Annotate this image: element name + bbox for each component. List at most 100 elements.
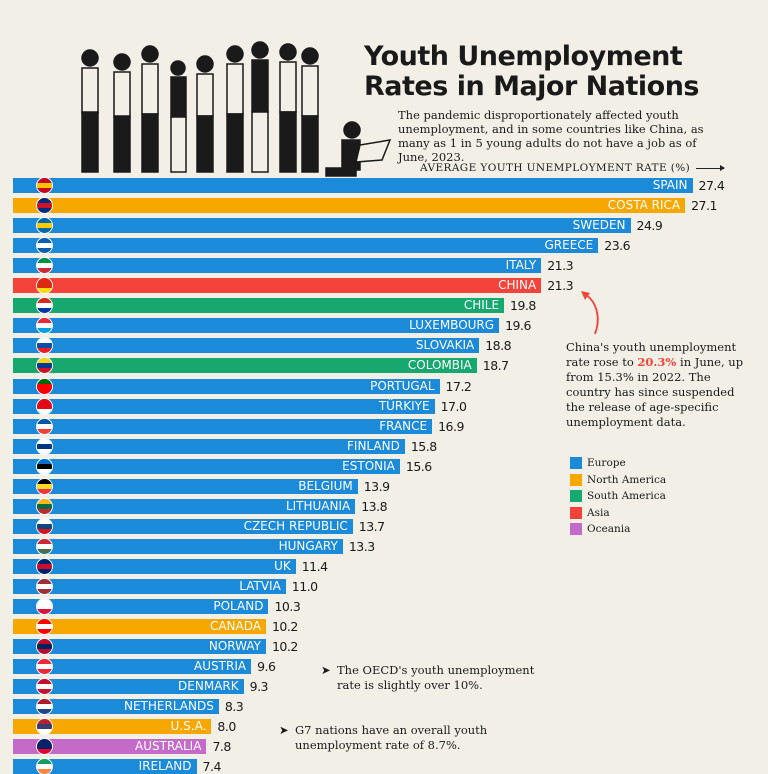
value-label: 15.8 [410,438,437,454]
value-label: 7.4 [202,759,222,774]
bar-sweden [13,218,631,234]
flag-icon [37,198,52,214]
flag-icon [37,518,52,534]
flag-icon [37,498,52,514]
chart-subtitle: The pandemic disproportionately affected… [398,108,704,164]
legend-swatch [570,506,582,519]
bar-poland [13,599,269,615]
category-label: TÜRKIYE [378,398,430,413]
bar-netherlands [13,699,219,715]
value-label: 19.8 [510,298,536,314]
category-label: COSTA RICA [607,198,681,213]
category-label: ESTONIA [342,458,395,473]
flag-icon [37,238,52,254]
category-label: LUXEMBOURG [409,318,495,333]
value-label: 17.2 [445,378,472,394]
value-label: 19.6 [505,318,531,334]
flag-icon [37,579,52,594]
category-label: AUSTRIA [194,659,247,674]
flag-icon [37,558,52,574]
category-label: FINLAND [347,438,400,453]
bar-chile [13,298,505,314]
value-label: 21.3 [547,258,574,274]
legend-swatch [570,457,582,470]
category-label: DENMARK [178,679,239,694]
flag-icon [37,438,52,454]
value-label: 23.6 [604,238,631,254]
bar-australia [13,739,207,755]
bar-colombia [13,358,477,374]
value-label: 24.9 [636,218,663,234]
value-label: 17.0 [440,398,467,414]
bar-austria [13,659,252,675]
person-figure-icon [170,60,187,173]
category-label: U.S.A. [170,719,207,734]
g7-callout: ➤ G7 nations have an overall youth unempl… [279,723,488,752]
category-label: CANADA [209,619,261,634]
illustration-young-people [81,41,392,177]
value-label: 13.7 [358,518,385,534]
category-label: GREECE [544,238,594,253]
bar-estonia [13,458,400,474]
flag-icon [37,358,52,374]
bar-uk [13,558,296,574]
value-label: 13.9 [363,478,390,494]
flag-icon [37,298,52,314]
legend-item-north-america: North America [570,472,666,489]
person-figure-icon [301,47,319,173]
legend-swatch [570,473,582,486]
value-label: 18.8 [485,338,512,354]
bar-luxembourg [13,318,500,334]
value-label: 27.1 [691,198,717,214]
bar-norway [13,639,266,655]
category-label: POLAND [213,599,264,614]
category-label: CHINA [498,278,537,293]
flag-icon [37,378,52,394]
chart-title: Youth Unemployment Rates in Major Nations [364,41,700,102]
flag-icon [37,338,52,354]
value-label: 10.3 [274,599,301,615]
bar-denmark [13,679,244,695]
value-label: 9.6 [257,659,276,675]
legend-label: North America [587,473,667,486]
bar-italy [13,258,542,274]
category-label: FRANCE [379,418,428,433]
flag-icon [37,278,52,294]
legend-label: Europe [587,457,626,470]
person-figure-icon [196,55,214,173]
value-label: 7.8 [212,739,231,755]
category-label: BELGIUM [298,478,353,493]
category-label: NETHERLANDS [123,699,214,714]
person-figure-icon [113,53,131,173]
bar-spain [13,178,693,193]
category-label: ITALY [505,258,537,273]
bar-greece [13,238,599,254]
person-figure-icon [251,41,269,173]
legend-item-europe: Europe [570,455,666,472]
value-label: 8.3 [224,699,244,715]
flag-icon [37,759,52,774]
category-label: LATVIA [239,579,281,593]
oecd-callout: ➤ The OECD's youth unemployment rate is s… [321,663,535,692]
bar-latvia [13,579,286,594]
flag-icon [37,258,52,274]
value-label: 13.3 [348,538,375,554]
category-label: CHILE [463,298,500,313]
flag-icon [37,458,52,474]
flag-icon [37,418,52,434]
category-label: HUNGARY [278,538,338,553]
value-label: 15.6 [405,458,432,474]
bar-costa-rica [13,198,686,214]
value-label: 21.3 [547,278,574,294]
bar-t-rkiye [13,398,435,414]
value-label: 18.7 [482,358,509,374]
china-annotation: China's youth unemployment rate rose to … [566,340,744,429]
pointer-icon: ➤ [321,663,331,677]
category-label: SPAIN [652,178,688,192]
category-label: CZECH REPUBLIC [243,518,348,533]
value-label: 8.0 [217,719,236,735]
value-label: 11.4 [301,558,328,574]
bar-portugal [13,378,440,394]
value-label: 10.2 [271,639,298,655]
